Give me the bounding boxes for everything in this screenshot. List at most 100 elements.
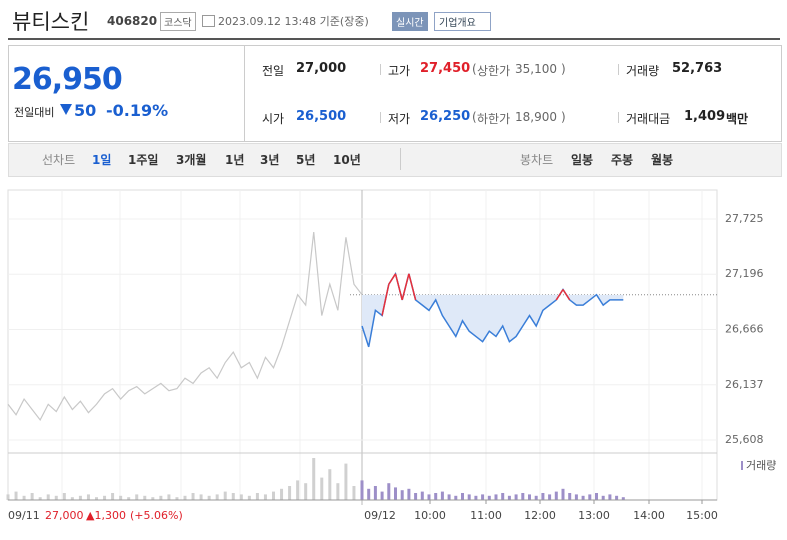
volume-bar xyxy=(247,495,251,500)
volume-bar xyxy=(608,494,612,500)
volume-bar xyxy=(304,483,308,500)
tab[interactable]: 1년 xyxy=(225,153,245,167)
summary-box xyxy=(8,45,782,142)
volume-bar xyxy=(255,493,259,500)
current-price: 26,950 xyxy=(12,62,123,97)
volume-bar xyxy=(521,493,525,500)
volume-bar xyxy=(581,495,585,500)
realtime-badge[interactable]: 실시간 xyxy=(392,12,428,31)
volume-bar xyxy=(175,497,179,500)
volume-bar xyxy=(135,494,139,500)
stock-name: 뷰티스킨 xyxy=(12,10,90,34)
volume-bar xyxy=(474,495,478,500)
volume-bar xyxy=(54,495,58,500)
volume-bar xyxy=(119,495,123,500)
sub-value: 18,900 xyxy=(515,110,557,124)
tab[interactable]: 일봉 xyxy=(571,153,594,167)
volume-bar xyxy=(514,494,518,500)
x-tick-label: 09/12 xyxy=(364,509,396,522)
col-sep xyxy=(380,64,381,75)
col-sep xyxy=(380,112,381,123)
up-segment xyxy=(394,273,403,301)
volume-bar xyxy=(387,483,391,500)
volume-bar xyxy=(30,493,34,500)
volume-bar xyxy=(207,495,211,500)
volume-bar xyxy=(373,486,377,500)
volume-bar xyxy=(615,495,619,500)
volume-bar xyxy=(263,494,267,500)
item-value: 27,450 xyxy=(420,61,471,76)
change-label: 전일대비 xyxy=(14,106,55,119)
tab[interactable]: 10년 xyxy=(333,153,361,167)
volume-bar xyxy=(407,488,411,500)
stock-code: 406820 xyxy=(107,14,158,28)
y-tick-label: 25,608 xyxy=(725,433,764,446)
volume-bar xyxy=(367,488,371,500)
footer-pct: (+5.06%) xyxy=(130,509,183,522)
tab[interactable]: 주봉 xyxy=(611,153,634,167)
volume-bar xyxy=(280,488,284,500)
change-value: 50 xyxy=(74,101,97,120)
volume-legend: 거래량 xyxy=(746,459,776,472)
volume-bar xyxy=(601,495,605,500)
col-sep xyxy=(618,64,619,75)
volume-bar xyxy=(574,494,578,500)
col-sep xyxy=(618,112,619,123)
volume-bar xyxy=(6,494,10,500)
volume-bar xyxy=(420,491,424,500)
item-label: 거래량 xyxy=(626,64,660,78)
volume-bar xyxy=(414,493,418,500)
volume-bar xyxy=(191,493,195,500)
volume-bar xyxy=(159,495,163,500)
volume-bar xyxy=(183,495,187,500)
item-label: 저가 xyxy=(388,112,411,126)
item-value: 26,500 xyxy=(296,109,347,124)
x-tick-label: 12:00 xyxy=(524,509,556,522)
up-segment xyxy=(562,289,571,301)
volume-bar xyxy=(360,480,364,500)
x-tick-label: 10:00 xyxy=(414,509,446,522)
volume-bar xyxy=(621,497,625,500)
x-tick-label: 13:00 xyxy=(578,509,610,522)
volume-bar xyxy=(103,495,107,500)
volume-bar xyxy=(434,493,438,500)
volume-bar xyxy=(352,486,356,500)
volume-bar xyxy=(62,493,66,500)
volume-bar xyxy=(296,480,300,500)
volume-bar xyxy=(534,495,538,500)
volume-bar xyxy=(541,493,545,500)
x-tick-label: 11:00 xyxy=(470,509,502,522)
divider xyxy=(8,38,780,40)
tab[interactable]: 5년 xyxy=(296,153,316,167)
volume-bar xyxy=(127,497,131,500)
company-button[interactable]: 기업개요 xyxy=(434,12,491,31)
tab[interactable]: 1일 xyxy=(92,153,112,167)
sub-label: 상한가 xyxy=(477,64,511,78)
tab[interactable]: 3년 xyxy=(260,153,280,167)
volume-bar xyxy=(143,495,147,500)
tab-sep xyxy=(400,148,401,170)
tab-bar xyxy=(8,143,782,177)
sub-label: 하한가 xyxy=(477,112,511,126)
tab[interactable]: 1주일 xyxy=(128,153,159,167)
volume-bar xyxy=(588,494,592,500)
chart: 27,725 27,196 26,666 26,137 25,608 거래량 09/12 10… xyxy=(6,189,776,522)
volume-bar xyxy=(320,477,324,500)
up-segment xyxy=(555,289,564,301)
paren: ( xyxy=(472,62,477,76)
volume-bar xyxy=(501,493,505,500)
volume-bar xyxy=(328,469,332,500)
volume-bar xyxy=(447,494,451,500)
volume-bar xyxy=(86,494,90,500)
down-icon xyxy=(60,104,72,115)
tab[interactable]: 월봉 xyxy=(651,153,674,167)
tab[interactable]: 3개월 xyxy=(176,153,207,167)
volume-bar xyxy=(78,495,82,500)
prev-line xyxy=(7,231,363,422)
calendar-icon xyxy=(202,15,215,27)
sub-value: 35,100 xyxy=(515,62,557,76)
volume-bar xyxy=(487,495,491,500)
item-label: 거래대금 xyxy=(626,112,671,126)
market-badge: 코스닥 xyxy=(160,12,196,31)
